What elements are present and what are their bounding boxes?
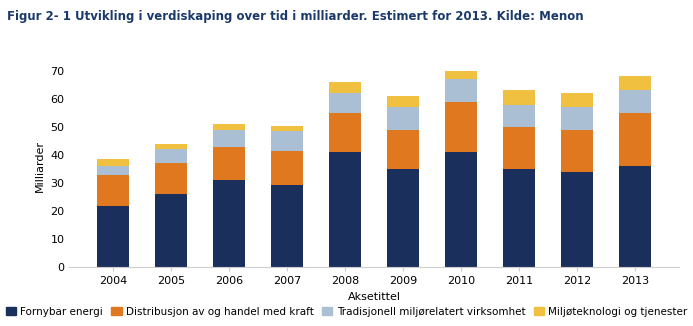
Bar bbox=[387, 96, 419, 107]
Bar bbox=[329, 93, 361, 113]
Bar bbox=[97, 166, 129, 175]
Y-axis label: Milliarder: Milliarder bbox=[35, 140, 45, 192]
Bar bbox=[329, 152, 361, 267]
Bar bbox=[503, 105, 535, 127]
Bar bbox=[387, 107, 419, 130]
Bar bbox=[503, 169, 535, 267]
Bar bbox=[503, 127, 535, 169]
Bar bbox=[271, 131, 303, 151]
Bar bbox=[271, 151, 303, 185]
Bar bbox=[620, 76, 651, 90]
Bar bbox=[446, 79, 477, 102]
Text: Figur 2- 1 Utvikling i verdiskaping over tid i milliarder. Estimert for 2013. Ki: Figur 2- 1 Utvikling i verdiskaping over… bbox=[7, 10, 584, 23]
Bar bbox=[155, 194, 187, 267]
Legend: Fornybar energi, Distribusjon av og handel med kraft, Tradisjonell miljørelatert: Fornybar energi, Distribusjon av og hand… bbox=[1, 303, 692, 321]
Bar bbox=[503, 90, 535, 105]
X-axis label: Aksetittel: Aksetittel bbox=[348, 292, 401, 302]
Bar bbox=[446, 152, 477, 267]
Bar bbox=[620, 90, 651, 113]
Bar bbox=[561, 93, 593, 107]
Bar bbox=[155, 144, 187, 149]
Bar bbox=[387, 130, 419, 169]
Bar bbox=[446, 102, 477, 152]
Bar bbox=[329, 82, 361, 93]
Bar bbox=[97, 206, 129, 267]
Bar bbox=[620, 113, 651, 166]
Bar bbox=[271, 185, 303, 267]
Bar bbox=[213, 147, 245, 180]
Bar bbox=[155, 149, 187, 163]
Bar bbox=[271, 126, 303, 131]
Bar bbox=[561, 107, 593, 130]
Bar bbox=[155, 163, 187, 194]
Bar bbox=[97, 159, 129, 166]
Bar bbox=[387, 169, 419, 267]
Bar bbox=[446, 71, 477, 79]
Bar bbox=[620, 166, 651, 267]
Bar bbox=[213, 180, 245, 267]
Bar bbox=[329, 113, 361, 152]
Bar bbox=[97, 175, 129, 206]
Bar bbox=[561, 130, 593, 172]
Bar bbox=[213, 124, 245, 130]
Bar bbox=[561, 172, 593, 267]
Bar bbox=[213, 130, 245, 147]
